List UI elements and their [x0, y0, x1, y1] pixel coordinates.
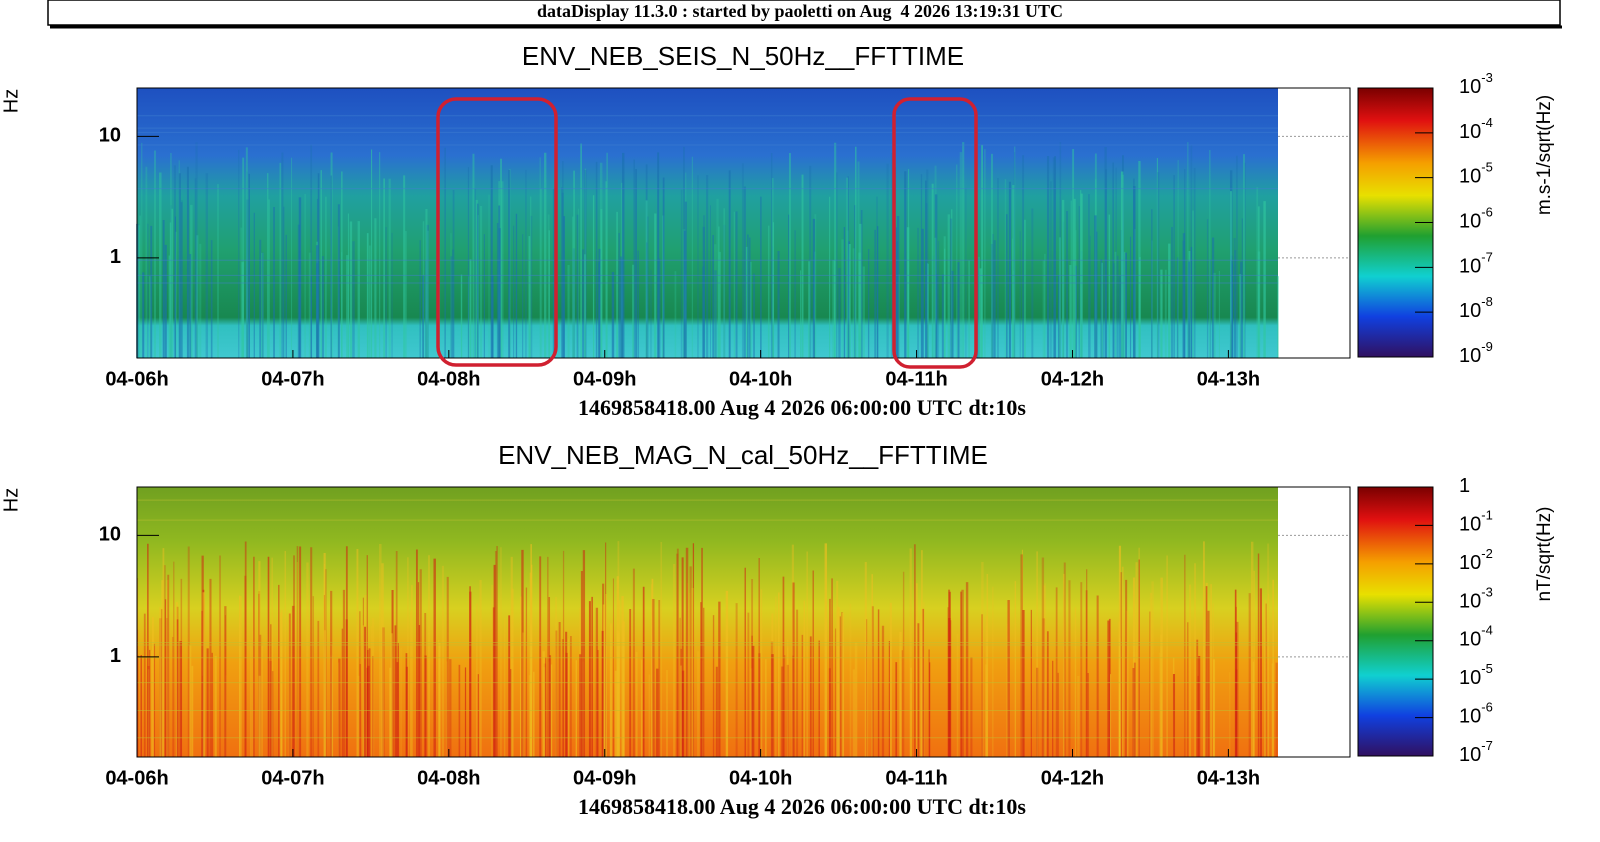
colorbar-tick-label: 10-6	[1459, 700, 1493, 728]
y-tick-label: 1	[110, 246, 121, 268]
plot-title: ENV_NEB_SEIS_N_50Hz__FFTTIME	[522, 41, 964, 71]
colorbar-tick-base: 10	[1459, 629, 1481, 651]
colorbar-tick-label: 10-8	[1459, 295, 1493, 323]
x-axis-label: 1469858418.00 Aug 4 2026 06:00:00 UTC dt…	[578, 395, 1026, 420]
colorbar-tick-base: 10	[1459, 166, 1481, 188]
colorbar-tick-base: 1	[1459, 475, 1470, 497]
colorbar-tick-base: 10	[1459, 591, 1481, 613]
y-axis-label: Hz	[0, 89, 22, 113]
y-tick-label: 10	[99, 524, 121, 546]
colorbar-tick-base: 10	[1459, 514, 1481, 536]
spectrogram-image	[137, 487, 1278, 757]
colorbar-tick-exponent: -3	[1481, 585, 1493, 600]
colorbar-tick-exponent: -4	[1481, 115, 1493, 130]
x-tick-label: 04-12h	[1041, 767, 1104, 789]
colorbar-tick-label: 10-5	[1459, 662, 1493, 690]
colorbar-tick-exponent: -6	[1481, 700, 1493, 715]
x-axis-label: 1469858418.00 Aug 4 2026 06:00:00 UTC dt…	[578, 794, 1026, 819]
colorbar-tick-exponent: -4	[1481, 623, 1493, 638]
highlight-box	[436, 97, 558, 367]
colorbar-tick-label: 1	[1459, 475, 1470, 497]
x-tick-label: 04-07h	[261, 368, 324, 390]
plots: ENV_NEB_SEIS_N_50Hz__FFTTIME Hz 1 10 04-06h 0…	[0, 41, 1555, 819]
x-tick-label: 04-11h	[885, 767, 947, 789]
y-tick-label: 1	[110, 645, 121, 667]
panel: ENV_NEB_MAG_N_cal_50Hz__FFTTIME Hz 1 10 04-0…	[0, 440, 1555, 819]
colorbar-tick-label: 10-5	[1459, 160, 1493, 188]
x-tick-label: 04-10h	[729, 767, 792, 789]
colorbar-tick-base: 10	[1459, 667, 1481, 689]
colorbar-tick-label: 10-1	[1459, 508, 1493, 536]
x-tick-label: 04-10h	[729, 368, 792, 390]
x-tick-label: 04-09h	[573, 368, 636, 390]
x-tick-label: 04-12h	[1041, 368, 1104, 390]
y-axis-label: Hz	[0, 488, 22, 512]
colorbar-tick-label: 10-4	[1459, 115, 1493, 143]
colorbar-tick-exponent: -5	[1481, 662, 1493, 677]
plot-title: ENV_NEB_MAG_N_cal_50Hz__FFTTIME	[498, 440, 988, 470]
header-title: dataDisplay 11.3.0 : started by paoletti…	[537, 1, 1063, 21]
colorbar-tick-label: 10-6	[1459, 205, 1493, 233]
x-tick-label: 04-09h	[573, 767, 636, 789]
colorbar-tick-exponent: -6	[1481, 205, 1493, 220]
colorbar-tick-label: 10-4	[1459, 623, 1493, 651]
colorbar-tick-base: 10	[1459, 744, 1481, 766]
x-tick-label: 04-11h	[885, 368, 947, 390]
panel: ENV_NEB_SEIS_N_50Hz__FFTTIME Hz 1 10 04-06h 0…	[0, 41, 1555, 420]
colorbar-tick-base: 10	[1459, 211, 1481, 233]
colorbar-label: m.s-1/sqrt(Hz)	[1534, 95, 1555, 215]
colorbar-label: nT/sqrt(Hz)	[1534, 507, 1555, 602]
colorbar-tick-base: 10	[1459, 76, 1481, 98]
plot-border	[136, 87, 1351, 359]
colorbar-tick-exponent: -8	[1481, 295, 1493, 310]
colorbar-tick-label: 10-3	[1459, 70, 1493, 98]
x-tick-label: 04-08h	[417, 368, 480, 390]
colorbar-tick-exponent: -5	[1481, 160, 1493, 175]
y-tick-label: 10	[99, 125, 121, 147]
colorbar-tick-base: 10	[1459, 706, 1481, 728]
header-bar	[47, 0, 1561, 26]
x-tick-label: 04-08h	[417, 767, 480, 789]
colorbar-tick-base: 10	[1459, 121, 1481, 143]
x-tick-label: 04-07h	[261, 767, 324, 789]
colorbar-tick-exponent: -1	[1481, 508, 1493, 523]
colorbar-tick-exponent: -2	[1481, 546, 1493, 561]
x-tick-label: 04-06h	[105, 767, 168, 789]
x-tick-label: 04-13h	[1197, 368, 1260, 390]
colorbar-tick-exponent: -9	[1481, 339, 1493, 354]
colorbar-tick-base: 10	[1459, 300, 1481, 322]
x-tick-label: 04-06h	[105, 368, 168, 390]
colorbar-tick-label: 10-9	[1459, 339, 1493, 367]
colorbar-tick-base: 10	[1459, 256, 1481, 278]
colorbar-tick-exponent: -7	[1481, 738, 1493, 753]
colorbar-tick-base: 10	[1459, 552, 1481, 574]
plot-border	[136, 486, 1351, 758]
spectrogram-image	[137, 88, 1278, 358]
colorbar-tick-label: 10-3	[1459, 585, 1493, 613]
colorbar-tick-label: 10-7	[1459, 250, 1493, 278]
x-tick-label: 04-13h	[1197, 767, 1260, 789]
colorbar-tick-exponent: -7	[1481, 250, 1493, 265]
colorbar	[1357, 486, 1434, 757]
highlight-box	[892, 97, 978, 369]
colorbar-tick-label: 10-2	[1459, 546, 1493, 574]
colorbar-tick-label: 10-7	[1459, 738, 1493, 766]
colorbar-tick-exponent: -3	[1481, 70, 1493, 85]
colorbar-tick-base: 10	[1459, 345, 1481, 367]
